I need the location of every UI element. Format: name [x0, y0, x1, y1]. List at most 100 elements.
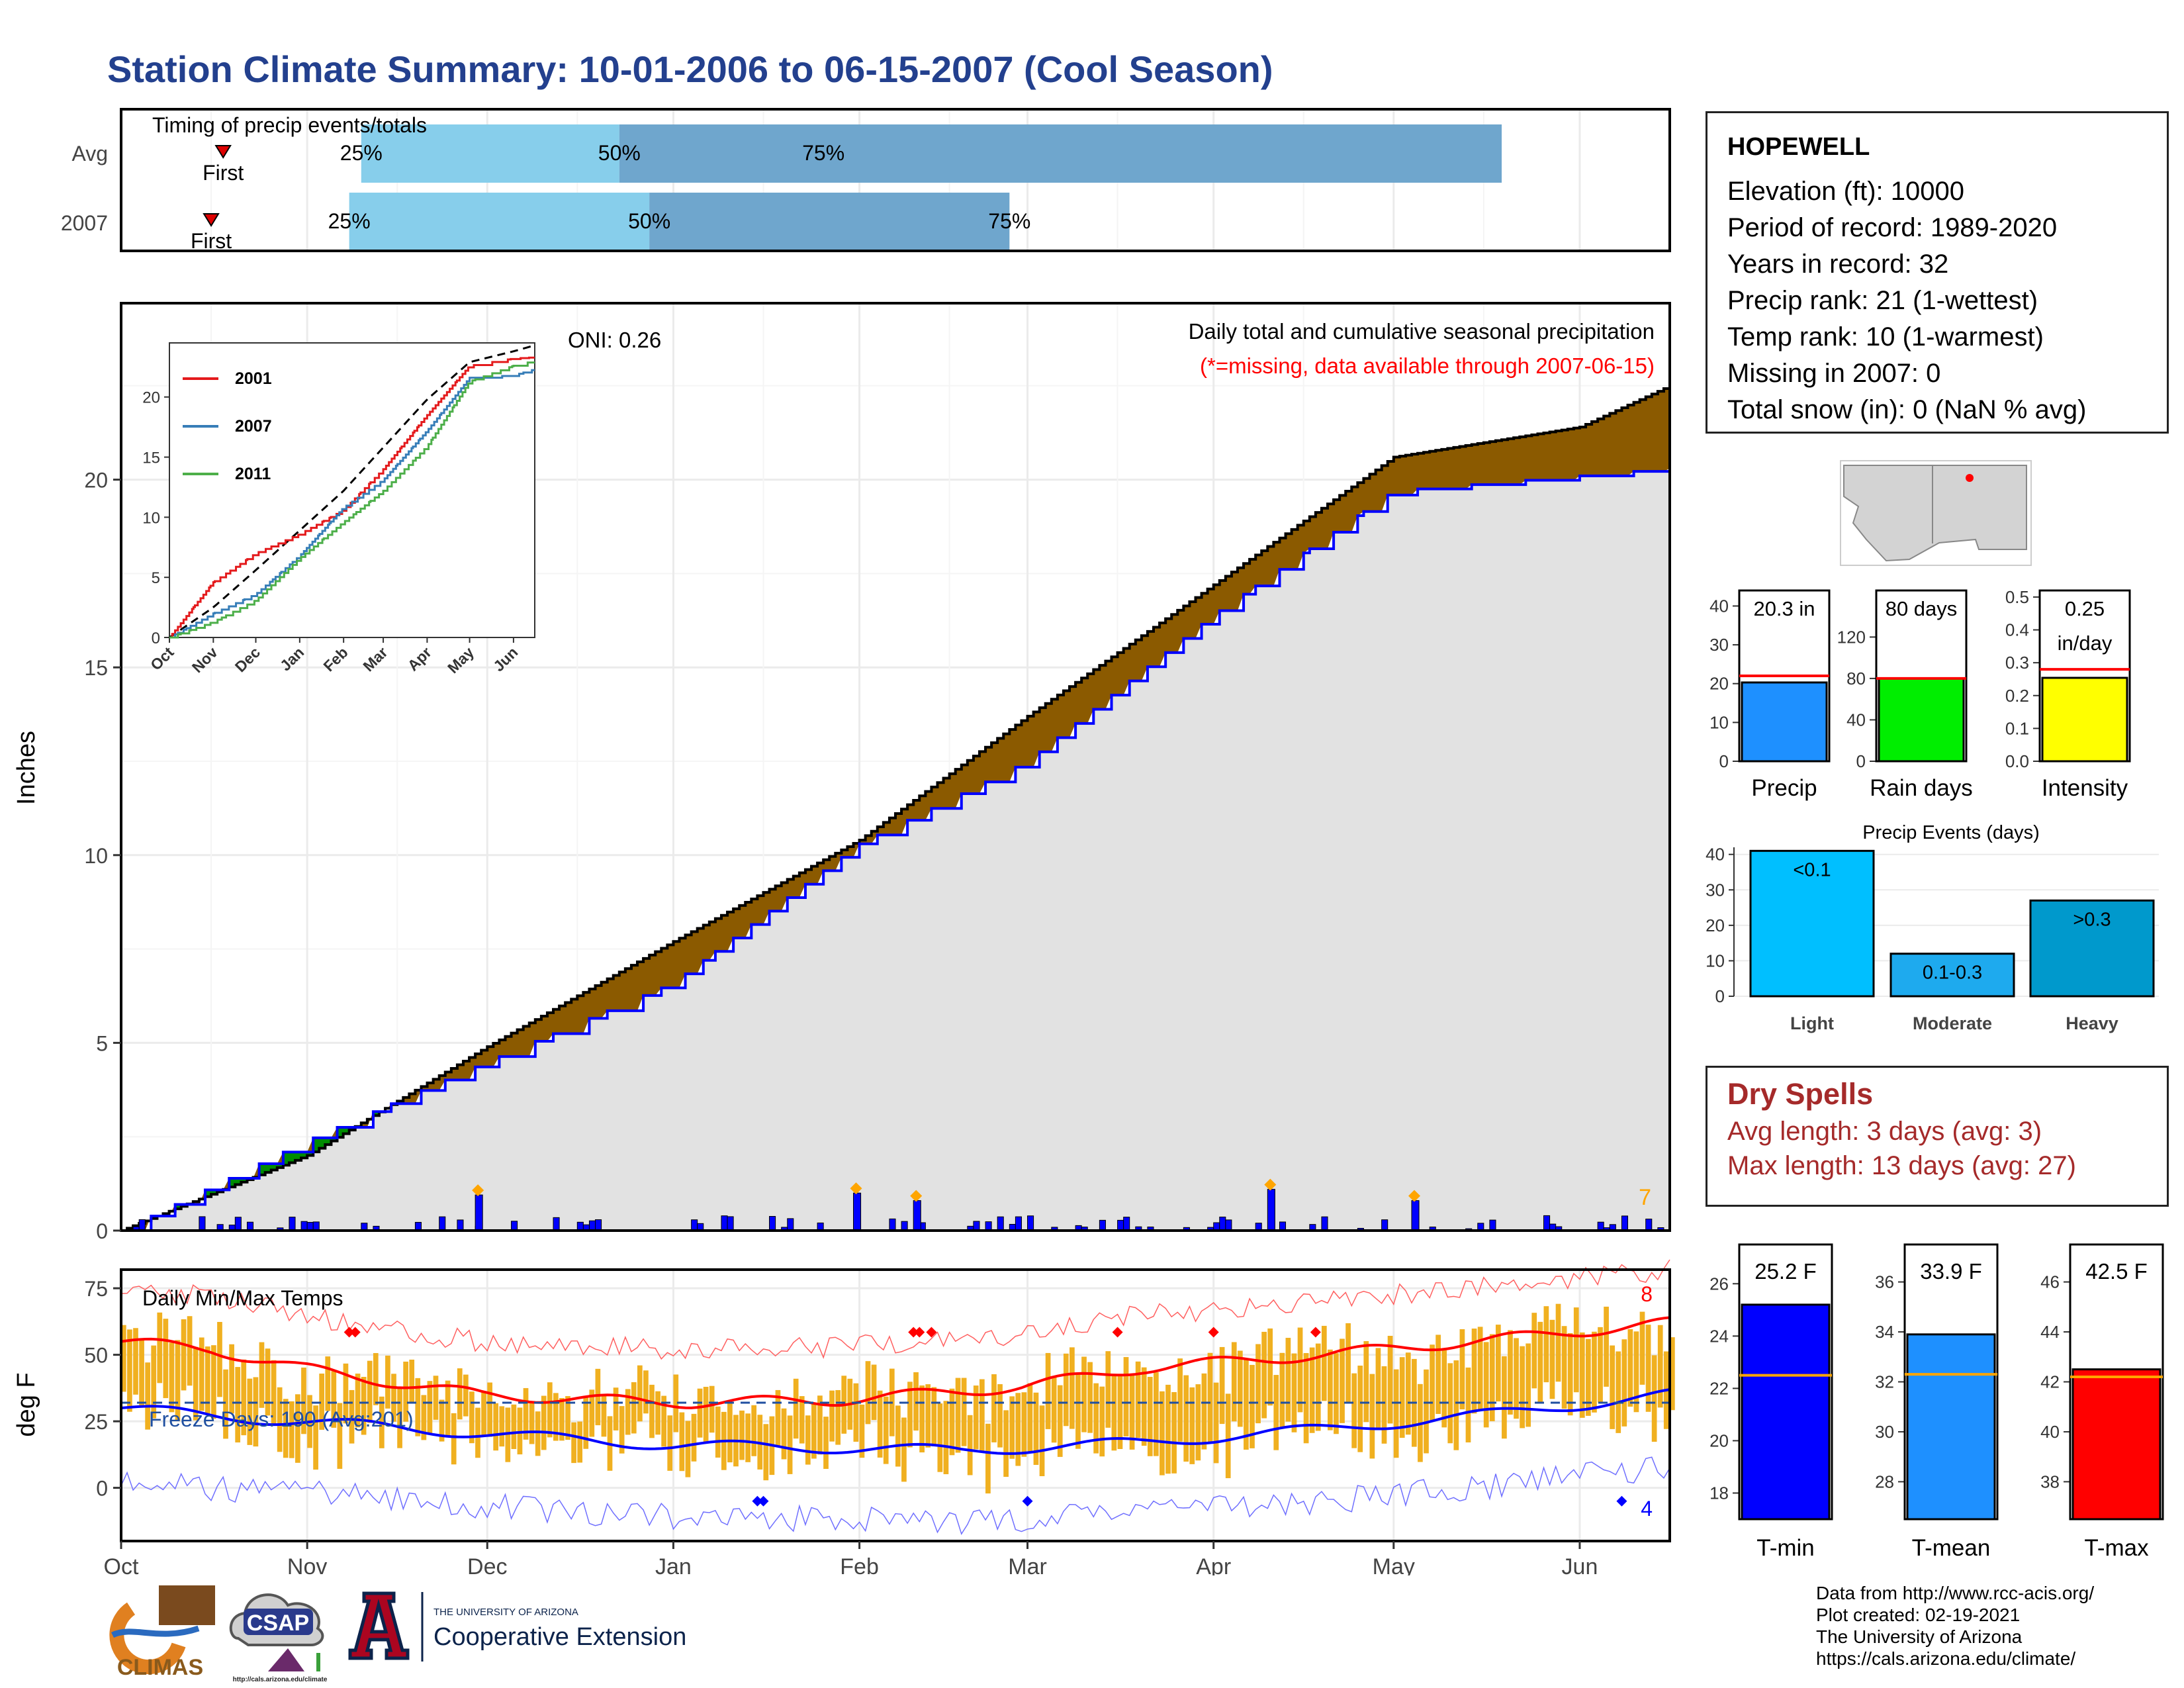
inset-month-label: Feb — [320, 643, 351, 675]
daily-precip-bar — [1489, 1219, 1496, 1231]
events-ytick-label: 10 — [1706, 951, 1725, 970]
normal-max-line — [120, 1316, 1670, 1409]
inset-chart: 0 5 10 15 20 Oct Nov Dec Jan Feb Mar Apr May Jun — [142, 342, 535, 677]
daily-temp-bar — [1081, 1356, 1087, 1432]
daily-temp-bar — [1567, 1333, 1573, 1416]
temp-frame — [120, 1268, 1671, 1542]
daily-precip-peak-bar — [853, 1192, 862, 1231]
daily-temp-bar — [1340, 1338, 1345, 1423]
timing-p25-label-avg: 25% — [340, 141, 383, 165]
daily-temp-bar — [1123, 1357, 1129, 1436]
deficit-area — [121, 385, 1670, 1231]
inset-ytick-label: 15 — [142, 449, 160, 467]
daily-precip-peak-bar — [1267, 1189, 1275, 1231]
timing-p75-label-avg: 75% — [802, 141, 844, 165]
daily-temp-bar — [1645, 1325, 1651, 1412]
precip-ytick-label: 5 — [96, 1031, 108, 1055]
tsummary-ytick-label: 22 — [1709, 1378, 1729, 1398]
daily-temp-bar — [961, 1378, 967, 1446]
daily-temp-bar — [565, 1396, 570, 1440]
timing-bar-q3-avg — [619, 124, 1502, 183]
tsummary-ytick-label: 40 — [2040, 1422, 2060, 1442]
daily-temp-bar — [877, 1390, 883, 1458]
daily-temp-bar — [499, 1406, 505, 1447]
ua-small-text: THE UNIVERSITY OF ARIZONA — [433, 1607, 578, 1618]
daily-temp-bar — [1093, 1383, 1099, 1454]
daily-temp-bar — [1201, 1373, 1207, 1450]
daily-temp-bar — [529, 1401, 535, 1444]
summary-label: Rain days — [1870, 775, 1973, 801]
daily-temp-bar — [595, 1368, 601, 1426]
daily-temp-bar — [433, 1376, 439, 1420]
record-low-marker — [752, 1495, 763, 1507]
daily-temp-bar — [277, 1387, 283, 1452]
daily-temp-bar — [313, 1405, 318, 1470]
daily-temp-bar — [727, 1403, 733, 1463]
daily-temp-bar — [181, 1319, 187, 1391]
daily-temp-bar — [1009, 1396, 1015, 1459]
daily-temp-bar — [1477, 1327, 1483, 1409]
daily-temp-bar — [709, 1385, 715, 1433]
daily-temp-bar — [1435, 1335, 1441, 1415]
daily-temp-bar — [679, 1412, 685, 1472]
daily-temp-bar — [409, 1359, 415, 1404]
daily-temp-bar — [301, 1367, 306, 1434]
inset-line-2007 — [169, 369, 535, 639]
daily-temp-bar — [1381, 1366, 1387, 1444]
daily-temp-bar — [145, 1362, 150, 1430]
daily-temp-bar — [775, 1389, 781, 1447]
daily-precip-bar — [769, 1216, 776, 1231]
daily-temp-bar — [1250, 1364, 1255, 1448]
precip-events-chart: 0 10 20 30 40 <0.1 Light 0.1-0.3 Moderate >0.3 Hea… — [1706, 822, 2159, 1033]
events-value-label: >0.3 — [2073, 909, 2111, 930]
tsummary-label: T-min — [1756, 1535, 1815, 1561]
tsummary-ytick-label: 34 — [1875, 1322, 1894, 1342]
timing-label: Timing of precip events/totals — [152, 113, 427, 137]
daily-temp-bar — [577, 1421, 583, 1463]
csap-logo: CSAP http://cals.arizona.edu/climate — [229, 1593, 328, 1683]
precip-ytick-label: 20 — [84, 469, 108, 492]
daily-temp-bar — [559, 1398, 565, 1441]
summary-ytick-label: 0 — [1719, 751, 1729, 771]
daily-temp-bar — [1063, 1353, 1069, 1427]
daily-temp-bar — [1261, 1331, 1267, 1419]
events-value-label: 0.1-0.3 — [1923, 962, 1982, 984]
daily-temp-bar — [1160, 1391, 1165, 1476]
daily-temp-bar — [763, 1424, 769, 1481]
inset-legend-2011: 2011 — [235, 465, 271, 483]
month-label-jan: Jan — [655, 1554, 692, 1575]
daily-temp-bar — [265, 1348, 271, 1416]
daily-temp-bar — [1633, 1331, 1639, 1413]
daily-temp-bar — [955, 1378, 961, 1453]
timing-bar-q2-avg — [361, 124, 619, 183]
missing-note: (*=missing, data available through 2007-… — [1200, 353, 1655, 378]
daily-temp-bar — [583, 1397, 589, 1449]
page-title: Station Climate Summary: 10-01-2006 to 0… — [107, 48, 1273, 90]
daily-temp-bar — [787, 1415, 793, 1474]
record-high-marker — [349, 1327, 361, 1338]
daily-temp-bar — [589, 1389, 595, 1437]
summary-ytick-label: 0.3 — [2005, 653, 2029, 673]
daily-temp-bar — [247, 1378, 253, 1445]
daily-temp-bar — [331, 1371, 337, 1428]
daily-temp-bar — [1525, 1343, 1531, 1427]
daily-temp-bar — [1045, 1352, 1051, 1429]
daily-temp-bar — [493, 1403, 499, 1451]
daily-temp-bar — [325, 1356, 331, 1411]
daily-temp-bar — [523, 1387, 529, 1440]
daily-temp-bar — [1502, 1356, 1507, 1439]
tsummary-ytick-label: 20 — [1709, 1430, 1729, 1450]
logos: CLIMAS CSAP http://cals.arizona.edu/clim… — [109, 1585, 686, 1683]
summary-ytick-label: 80 — [1846, 669, 1866, 688]
daily-temp-bar — [463, 1374, 469, 1417]
daily-temp-bar — [1207, 1352, 1213, 1443]
summary-ytick-label: 0.0 — [2005, 751, 2029, 771]
daily-temp-bar — [1399, 1357, 1405, 1438]
daily-temp-bar — [967, 1415, 973, 1476]
daily-temp-bar — [943, 1401, 949, 1475]
daily-temp-bar — [1610, 1345, 1615, 1429]
freeze-days-text: Freeze Days: 190 (Avg:201) — [149, 1407, 414, 1431]
tsummary-bar-t-min — [1741, 1303, 1831, 1521]
temp-ytick-label: 75 — [84, 1277, 108, 1301]
record-high-marker — [343, 1327, 355, 1338]
